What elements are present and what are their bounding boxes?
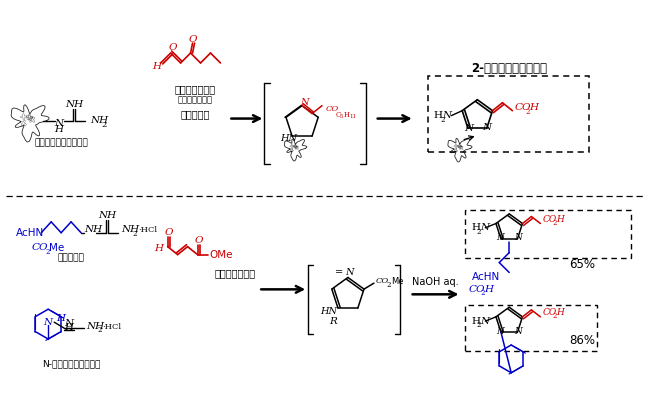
Text: CO: CO: [31, 243, 47, 252]
Text: H: H: [344, 111, 350, 119]
Text: NH: NH: [65, 100, 83, 109]
Bar: [428, 76, 589, 152]
Text: N: N: [514, 327, 522, 335]
Text: 2: 2: [552, 312, 557, 320]
Text: N: N: [442, 111, 451, 120]
Text: H: H: [484, 285, 493, 294]
Text: 2: 2: [552, 218, 557, 227]
Text: NaOH aq.: NaOH aq.: [412, 278, 459, 287]
Text: O: O: [194, 236, 203, 245]
Text: H: H: [471, 317, 480, 326]
Text: 共役アルデヒド: 共役アルデヒド: [175, 84, 216, 94]
Text: 2: 2: [46, 248, 49, 256]
Text: N: N: [497, 233, 504, 242]
Text: H: H: [153, 244, 162, 253]
Text: N: N: [497, 327, 504, 335]
Text: 2: 2: [476, 228, 481, 236]
Text: N: N: [44, 318, 53, 327]
Text: O: O: [168, 42, 177, 52]
Bar: [465, 305, 597, 351]
Text: （脂質代謝物）: （脂質代謝物）: [178, 95, 213, 104]
Text: 65%: 65%: [569, 258, 595, 271]
Text: NH: NH: [86, 322, 104, 331]
Text: CO: CO: [376, 277, 389, 285]
Text: CO: CO: [514, 103, 531, 112]
Text: ·HCl: ·HCl: [138, 226, 157, 234]
Text: O: O: [188, 35, 197, 44]
Text: 2: 2: [440, 116, 445, 123]
Text: 2: 2: [480, 289, 485, 297]
Text: H: H: [529, 103, 538, 112]
Text: 2-アミノイミダゾール: 2-アミノイミダゾール: [471, 62, 547, 75]
Text: N: N: [55, 119, 64, 128]
Text: N: N: [64, 319, 73, 328]
Text: NH: NH: [121, 225, 139, 234]
Text: H: H: [56, 314, 65, 323]
Text: 2: 2: [98, 326, 103, 334]
Text: 2: 2: [133, 230, 137, 238]
Text: N: N: [482, 123, 491, 132]
Text: H: H: [556, 215, 564, 224]
Text: N: N: [346, 268, 354, 277]
Text: =: =: [335, 268, 343, 277]
Text: CO: CO: [326, 105, 339, 113]
Text: N: N: [464, 124, 473, 133]
Text: 翻訳後修飾: 翻訳後修飾: [181, 110, 210, 119]
Text: N-アリールグアニジン: N-アリールグアニジン: [42, 359, 100, 368]
Text: 2: 2: [476, 321, 481, 329]
Text: 2: 2: [525, 108, 530, 116]
Text: H: H: [556, 308, 564, 317]
Text: 11: 11: [349, 114, 356, 119]
Bar: [465, 210, 630, 258]
Text: N: N: [514, 233, 522, 242]
Text: NH: NH: [98, 211, 116, 220]
Text: CO: CO: [469, 285, 485, 294]
Text: NH: NH: [84, 225, 102, 234]
Text: CO: CO: [542, 308, 556, 317]
Text: 2: 2: [102, 121, 107, 129]
Text: Me: Me: [391, 277, 404, 286]
Text: N: N: [480, 317, 489, 326]
Text: C: C: [336, 111, 341, 119]
Text: H: H: [152, 62, 161, 71]
Text: 86%: 86%: [569, 335, 595, 347]
Text: OMe: OMe: [209, 250, 233, 260]
Text: HN: HN: [320, 307, 337, 316]
Text: アルギニン: アルギニン: [58, 253, 84, 262]
Text: N: N: [300, 98, 308, 107]
Text: H: H: [64, 323, 73, 331]
Text: NH: NH: [90, 116, 108, 125]
Text: 2: 2: [387, 281, 391, 289]
Text: N: N: [480, 223, 489, 232]
Text: Me: Me: [49, 243, 64, 252]
Text: 共役アルデヒド: 共役アルデヒド: [214, 268, 256, 278]
Text: たんぱく質アルギニン: たんぱく質アルギニン: [34, 138, 88, 147]
Text: ·HCl: ·HCl: [102, 323, 121, 331]
Text: O: O: [164, 228, 173, 237]
Text: HN: HN: [280, 134, 297, 143]
Text: H: H: [55, 125, 64, 134]
Text: AcHN: AcHN: [16, 228, 45, 238]
Text: 5: 5: [340, 114, 343, 119]
Text: R: R: [329, 317, 337, 326]
Text: H: H: [471, 223, 480, 232]
Text: H: H: [433, 111, 442, 120]
Text: CO: CO: [542, 215, 556, 224]
Text: AcHN: AcHN: [473, 272, 501, 282]
